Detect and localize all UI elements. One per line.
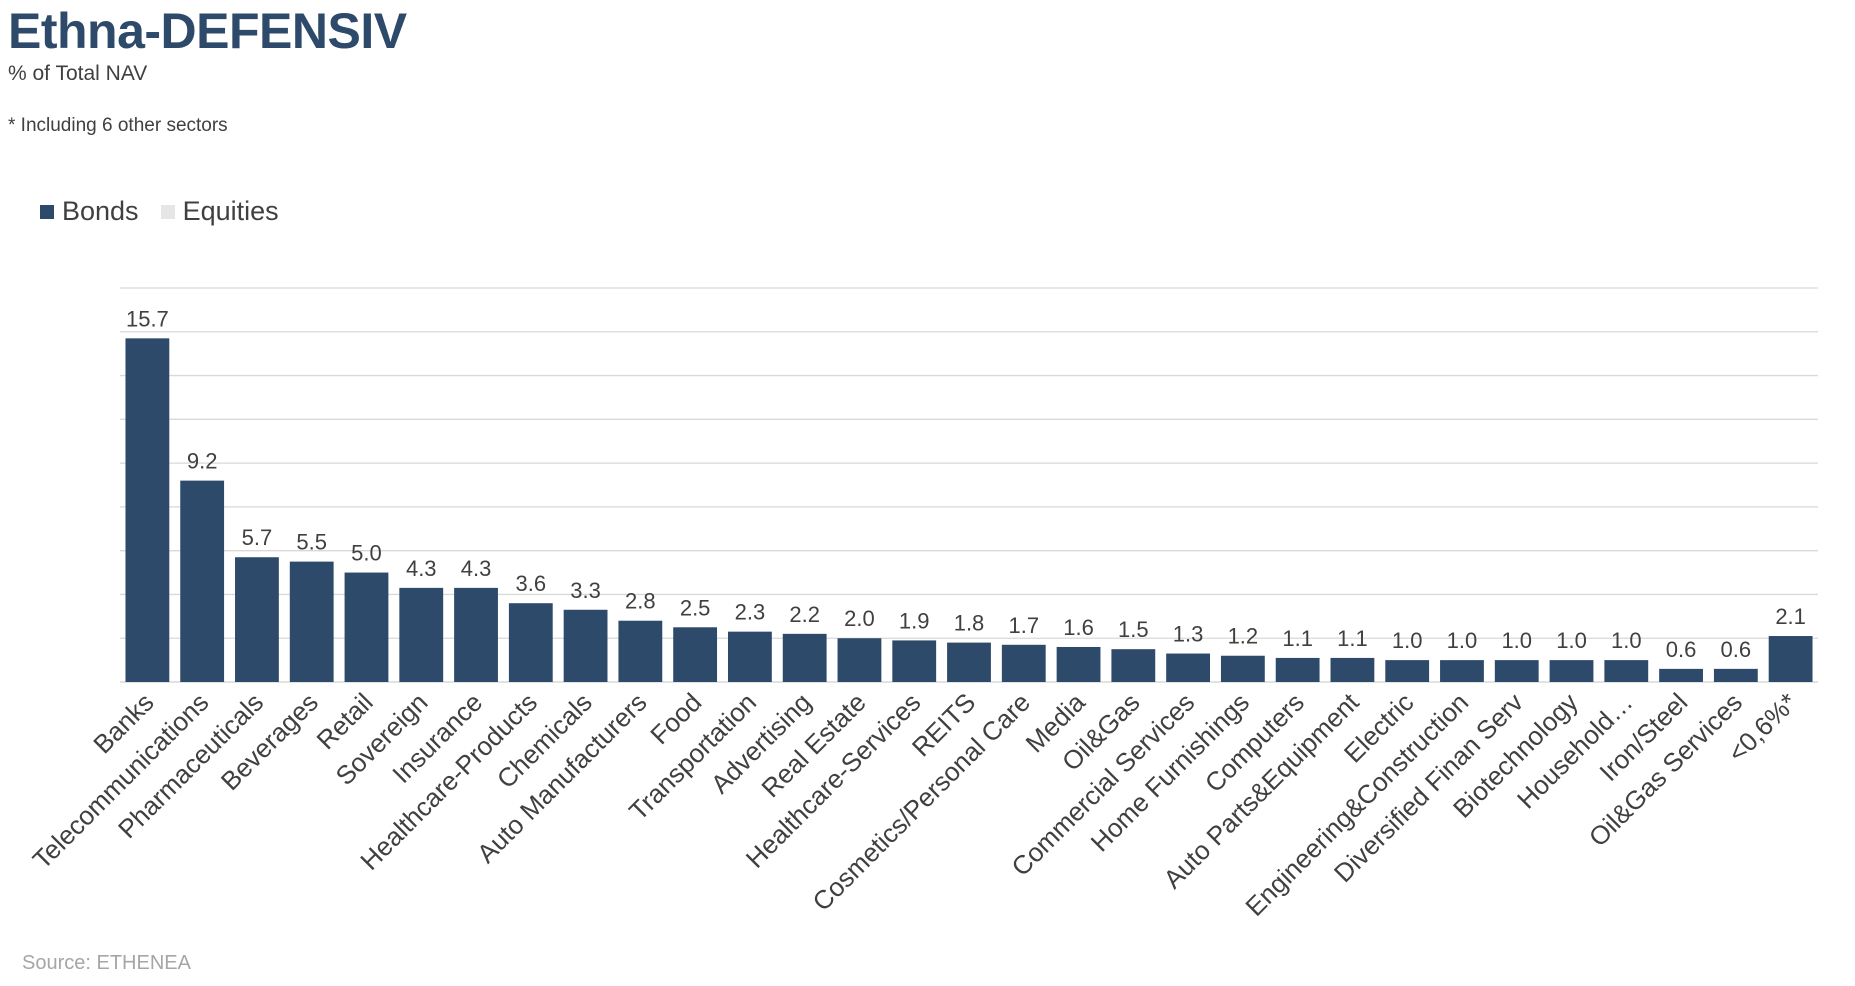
- bar-bonds: [344, 572, 389, 682]
- legend: Bonds Equities: [40, 196, 301, 227]
- bar-bonds: [1768, 636, 1813, 682]
- bar-bonds: [1604, 660, 1649, 682]
- bar-bonds: [1111, 649, 1156, 682]
- bar-bonds: [1385, 660, 1430, 682]
- data-label: 5.5: [296, 530, 327, 555]
- bar-bonds: [235, 557, 279, 682]
- legend-label-equities: Equities: [182, 196, 279, 226]
- bar-bonds: [1440, 660, 1484, 682]
- bar-bonds: [180, 480, 225, 682]
- data-label: 5.0: [351, 541, 382, 566]
- bar-bonds: [837, 638, 882, 682]
- data-label: 2.8: [625, 589, 656, 614]
- bar-bonds: [947, 642, 991, 682]
- data-label: 9.2: [187, 449, 218, 474]
- bar-bonds: [1330, 657, 1375, 682]
- bar-bonds: [1220, 655, 1265, 682]
- bar-bonds: [1001, 644, 1046, 682]
- bar-bonds: [892, 640, 937, 682]
- bar-bonds: [782, 633, 827, 682]
- bar-bonds: [454, 587, 498, 682]
- chart-subtitle: % of Total NAV: [8, 62, 148, 85]
- data-label: 1.0: [1611, 628, 1642, 653]
- bar-bonds: [399, 587, 444, 682]
- data-label: 1.3: [1173, 622, 1204, 647]
- data-label: 1.7: [1008, 613, 1039, 638]
- data-label: 1.0: [1447, 628, 1478, 653]
- legend-swatch-bonds: [40, 204, 54, 219]
- bar-bonds: [1659, 668, 1703, 682]
- bar-bonds: [289, 561, 334, 682]
- data-label: 1.1: [1282, 626, 1313, 651]
- bar-bonds: [673, 627, 718, 682]
- data-label: 2.3: [735, 600, 766, 625]
- data-label: 4.3: [406, 556, 437, 581]
- bar-bonds: [563, 609, 608, 682]
- data-label: 3.3: [570, 578, 601, 603]
- data-label: 1.1: [1337, 626, 1368, 651]
- legend-swatch-equities: [160, 204, 175, 219]
- bar-bonds: [1275, 657, 1320, 682]
- bar-bonds: [1494, 660, 1539, 682]
- footnote: * Including 6 other sectors: [8, 115, 228, 136]
- data-label: 2.5: [680, 595, 711, 620]
- bar-bonds: [618, 620, 663, 682]
- legend-label-bonds: Bonds: [62, 196, 139, 226]
- source-note: Source: ETHENEA: [22, 952, 191, 974]
- data-label: 1.8: [954, 611, 985, 636]
- data-label: 0.6: [1666, 637, 1697, 662]
- data-label: 0.6: [1721, 637, 1752, 662]
- bar-bonds: [125, 338, 170, 682]
- data-label: 2.2: [789, 602, 820, 627]
- bar-bonds: [727, 631, 772, 682]
- data-label: 2.1: [1775, 604, 1806, 629]
- data-label: 1.6: [1063, 615, 1094, 640]
- data-label: 2.0: [844, 606, 875, 631]
- bar-bonds: [1549, 660, 1594, 682]
- data-label: 1.0: [1556, 628, 1587, 653]
- bar-bonds: [1056, 646, 1101, 682]
- data-label: 5.7: [242, 525, 273, 550]
- data-label: 3.6: [516, 571, 547, 596]
- data-label: 1.5: [1118, 617, 1149, 642]
- data-label: 4.3: [461, 556, 492, 581]
- bar-bonds: [508, 603, 553, 682]
- data-label: 1.9: [899, 608, 930, 633]
- legend-item-bonds: Bonds: [40, 196, 139, 227]
- data-label: 1.0: [1392, 628, 1423, 653]
- bar-bonds: [1166, 653, 1211, 682]
- data-label: 15.7: [126, 306, 169, 331]
- data-label: 1.2: [1228, 624, 1259, 649]
- legend-item-equities: Equities: [160, 196, 279, 227]
- data-label: 1.0: [1501, 628, 1532, 653]
- bar-bonds: [1713, 668, 1758, 682]
- chart-title: Ethna-DEFENSIV: [8, 3, 407, 59]
